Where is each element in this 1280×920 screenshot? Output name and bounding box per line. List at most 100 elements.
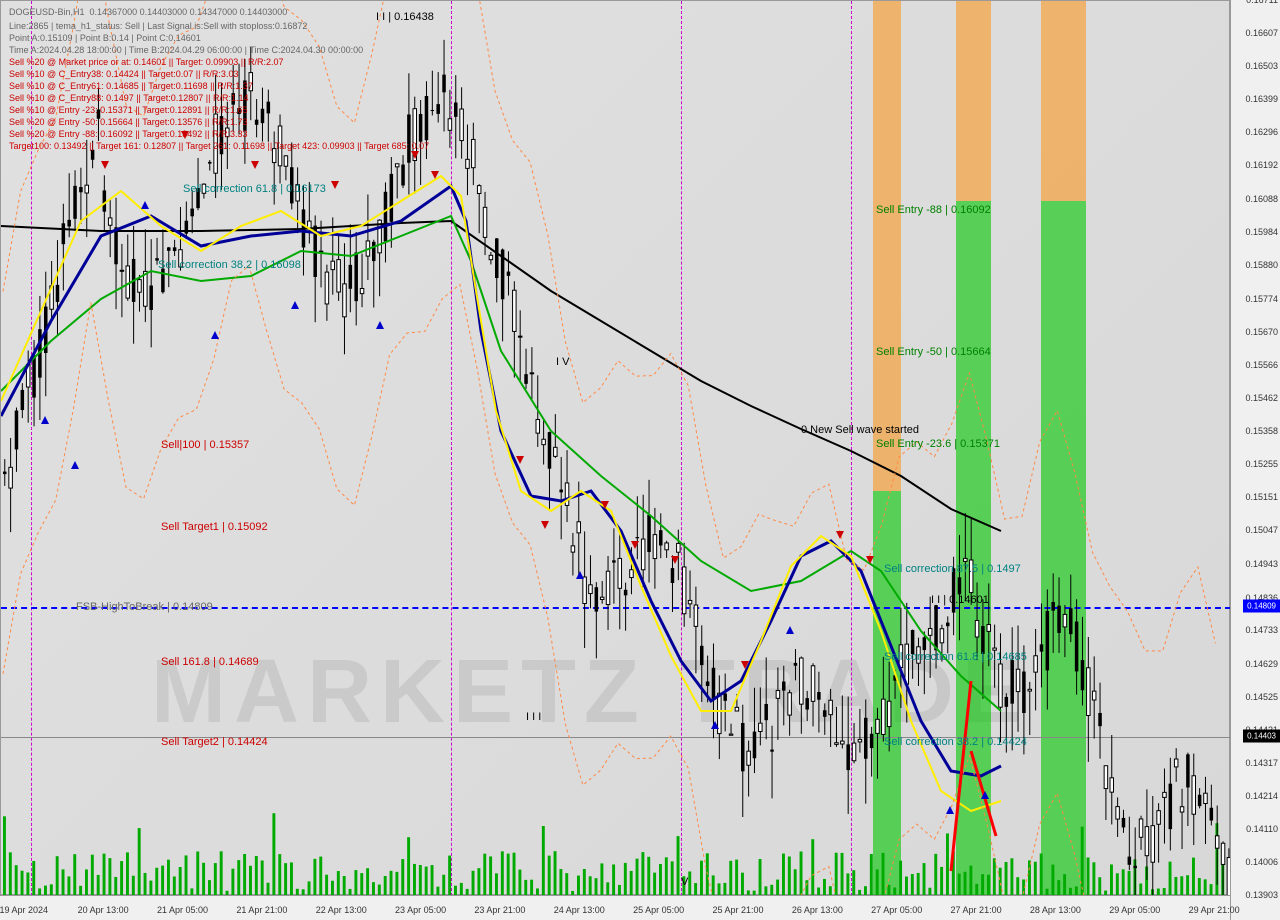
volume-bar bbox=[624, 863, 627, 896]
volume-bar bbox=[9, 852, 12, 896]
down-arrow-icon bbox=[671, 556, 679, 564]
volume-bar bbox=[489, 856, 492, 896]
volume-bar bbox=[395, 872, 398, 896]
info-line: Line:2865 | tema_h1_status: Sell | Last … bbox=[9, 21, 307, 31]
annotation: Sell correction 38.2 | 0.16098 bbox=[158, 259, 301, 271]
volume-bar bbox=[26, 872, 29, 896]
y-tick-label: 0.16607 bbox=[1245, 28, 1278, 38]
volume-bar bbox=[325, 875, 328, 896]
x-tick-label: 29 Apr 05:00 bbox=[1109, 905, 1160, 915]
volume-bar bbox=[67, 876, 70, 896]
y-tick-label: 0.15151 bbox=[1245, 492, 1278, 502]
volume-bar bbox=[606, 882, 609, 896]
volume-bar bbox=[595, 878, 598, 896]
volume-bar bbox=[583, 869, 586, 896]
down-arrow-icon bbox=[631, 541, 639, 549]
volume-bar bbox=[407, 837, 410, 896]
y-tick-label: 0.15774 bbox=[1245, 294, 1278, 304]
y-tick-label: 0.14317 bbox=[1245, 758, 1278, 768]
volume-bar bbox=[120, 861, 123, 896]
annotation: Sell correction 61.8 | 0.16173 bbox=[183, 183, 326, 195]
annotation: V bbox=[681, 876, 688, 888]
volume-bar bbox=[85, 869, 88, 896]
volume-bar bbox=[1034, 862, 1037, 896]
volume-bar bbox=[1110, 864, 1113, 896]
volume-bar bbox=[917, 873, 920, 896]
y-tick-label: 0.16399 bbox=[1245, 94, 1278, 104]
x-tick-label: 24 Apr 13:00 bbox=[554, 905, 605, 915]
annotation: Sell correction 38.2 | 0.14424 bbox=[884, 736, 1027, 748]
volume-bar bbox=[208, 880, 211, 896]
volume-bar bbox=[319, 857, 322, 896]
volume-bar bbox=[155, 868, 158, 896]
volume-bar bbox=[284, 863, 287, 896]
volume-bar bbox=[483, 854, 486, 896]
up-arrow-icon bbox=[41, 416, 49, 424]
chart-plot-area[interactable]: MARKETZ TRADE DOGEUSD-Bin,H1 0.14367000 … bbox=[0, 0, 1230, 895]
volume-bar bbox=[518, 870, 521, 896]
volume-bar bbox=[179, 867, 182, 896]
volume-bar bbox=[1128, 871, 1131, 896]
volume-bar bbox=[507, 854, 510, 896]
y-tick-label: 0.15880 bbox=[1245, 260, 1278, 270]
volume-bar bbox=[665, 857, 668, 896]
volume-bar bbox=[647, 857, 650, 896]
volume-bar bbox=[1016, 877, 1019, 896]
volume-bar bbox=[413, 864, 416, 896]
volume-bar bbox=[542, 826, 545, 896]
y-tick-label: 0.16296 bbox=[1245, 127, 1278, 137]
volume-bar bbox=[97, 875, 100, 896]
volume-bar bbox=[712, 875, 715, 896]
volume-bar bbox=[290, 862, 293, 896]
volume-bar bbox=[390, 871, 393, 896]
volume-bar bbox=[126, 852, 129, 896]
down-arrow-icon bbox=[601, 501, 609, 509]
x-tick-label: 22 Apr 13:00 bbox=[316, 905, 367, 915]
volume-bar bbox=[688, 871, 691, 896]
volume-bar bbox=[800, 851, 803, 896]
volume-bar bbox=[108, 858, 111, 896]
volume-bar bbox=[138, 828, 141, 896]
info-line: Time A:2024.04.28 18:00:00 | Time B:2024… bbox=[9, 45, 363, 55]
volume-bar bbox=[337, 871, 340, 896]
volume-bar bbox=[261, 861, 264, 896]
up-arrow-icon bbox=[946, 806, 954, 814]
x-tick-label: 21 Apr 21:00 bbox=[236, 905, 287, 915]
y-tick-label: 0.14943 bbox=[1245, 559, 1278, 569]
price-marker: 0.14809 bbox=[1243, 600, 1280, 613]
y-tick-label: 0.15984 bbox=[1245, 227, 1278, 237]
x-tick-label: 19 Apr 2024 bbox=[0, 905, 48, 915]
volume-bar bbox=[220, 851, 223, 896]
up-arrow-icon bbox=[141, 201, 149, 209]
volume-bar bbox=[114, 877, 117, 896]
volume-bar bbox=[1145, 866, 1148, 896]
x-tick-label: 25 Apr 05:00 bbox=[633, 905, 684, 915]
volume-bar bbox=[794, 869, 797, 896]
info-line: Point A:0.15109 | Point B:0.14 | Point C… bbox=[9, 33, 201, 43]
volume-bar bbox=[103, 854, 106, 896]
volume-bar bbox=[255, 856, 258, 896]
orange-zone bbox=[873, 1, 901, 491]
down-arrow-icon bbox=[741, 661, 749, 669]
info-line: Sell %10 @ C_Entry88: 0.1497 || Target:0… bbox=[9, 93, 248, 103]
volume-bar bbox=[1087, 857, 1090, 896]
volume-bar bbox=[788, 856, 791, 896]
volume-bar bbox=[495, 873, 498, 896]
up-arrow-icon bbox=[711, 721, 719, 729]
annotation: Sell|100 | 0.15357 bbox=[161, 439, 249, 451]
y-tick-label: 0.14110 bbox=[1246, 824, 1278, 834]
volume-bar bbox=[161, 866, 164, 896]
volume-bar bbox=[852, 870, 855, 896]
up-arrow-icon bbox=[291, 301, 299, 309]
info-line: Sell %20 @ Market price or at: 0.14601 |… bbox=[9, 57, 283, 67]
volume-bar bbox=[741, 873, 744, 896]
info-line: Sell %10 @ C_Entry61: 0.14685 || Target:… bbox=[9, 81, 253, 91]
volume-bar bbox=[700, 861, 703, 896]
volume-bar bbox=[805, 880, 808, 896]
annotation: Sell Target2 | 0.14424 bbox=[161, 736, 268, 748]
volume-bar bbox=[946, 833, 949, 896]
annotation: I I | 0.16438 bbox=[376, 11, 434, 23]
volume-bar bbox=[952, 851, 955, 896]
x-tick-label: 21 Apr 05:00 bbox=[157, 905, 208, 915]
up-arrow-icon bbox=[211, 331, 219, 339]
